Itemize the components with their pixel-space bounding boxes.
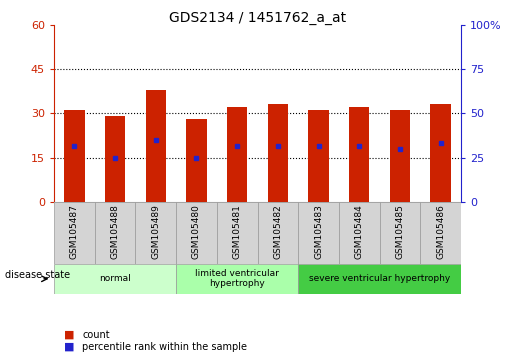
Text: GSM105484: GSM105484 <box>355 204 364 259</box>
Bar <box>258 202 298 264</box>
Text: GSM105485: GSM105485 <box>396 204 404 259</box>
Text: GSM105486: GSM105486 <box>436 204 445 259</box>
Bar <box>339 202 380 264</box>
Text: GSM105482: GSM105482 <box>273 204 282 259</box>
Text: GSM105481: GSM105481 <box>233 204 242 259</box>
Bar <box>146 90 166 202</box>
Text: severe ventricular hypertrophy: severe ventricular hypertrophy <box>309 274 450 283</box>
Bar <box>431 104 451 202</box>
Bar <box>390 110 410 202</box>
Bar <box>176 264 298 294</box>
Bar <box>349 107 369 202</box>
Text: GSM105487: GSM105487 <box>70 204 79 259</box>
Bar <box>186 119 207 202</box>
Text: percentile rank within the sample: percentile rank within the sample <box>82 342 247 352</box>
Text: limited ventricular
hypertrophy: limited ventricular hypertrophy <box>195 269 279 289</box>
Bar <box>54 264 176 294</box>
Text: normal: normal <box>99 274 131 283</box>
Bar <box>217 202 258 264</box>
Text: ■: ■ <box>64 342 75 352</box>
Bar <box>298 202 339 264</box>
Text: GSM105480: GSM105480 <box>192 204 201 259</box>
Bar <box>298 264 461 294</box>
Bar <box>64 110 84 202</box>
Text: GSM105489: GSM105489 <box>151 204 160 259</box>
Bar <box>420 202 461 264</box>
Text: GSM105488: GSM105488 <box>111 204 119 259</box>
Bar <box>176 202 217 264</box>
Text: GSM105483: GSM105483 <box>314 204 323 259</box>
Text: disease state: disease state <box>5 270 70 280</box>
Text: count: count <box>82 330 110 339</box>
Bar <box>380 202 420 264</box>
Text: ■: ■ <box>64 330 75 339</box>
Bar <box>308 110 329 202</box>
Bar <box>105 116 125 202</box>
Text: GDS2134 / 1451762_a_at: GDS2134 / 1451762_a_at <box>169 11 346 25</box>
Bar <box>268 104 288 202</box>
Bar <box>227 107 247 202</box>
Bar <box>135 202 176 264</box>
Bar <box>54 202 95 264</box>
Bar <box>95 202 135 264</box>
